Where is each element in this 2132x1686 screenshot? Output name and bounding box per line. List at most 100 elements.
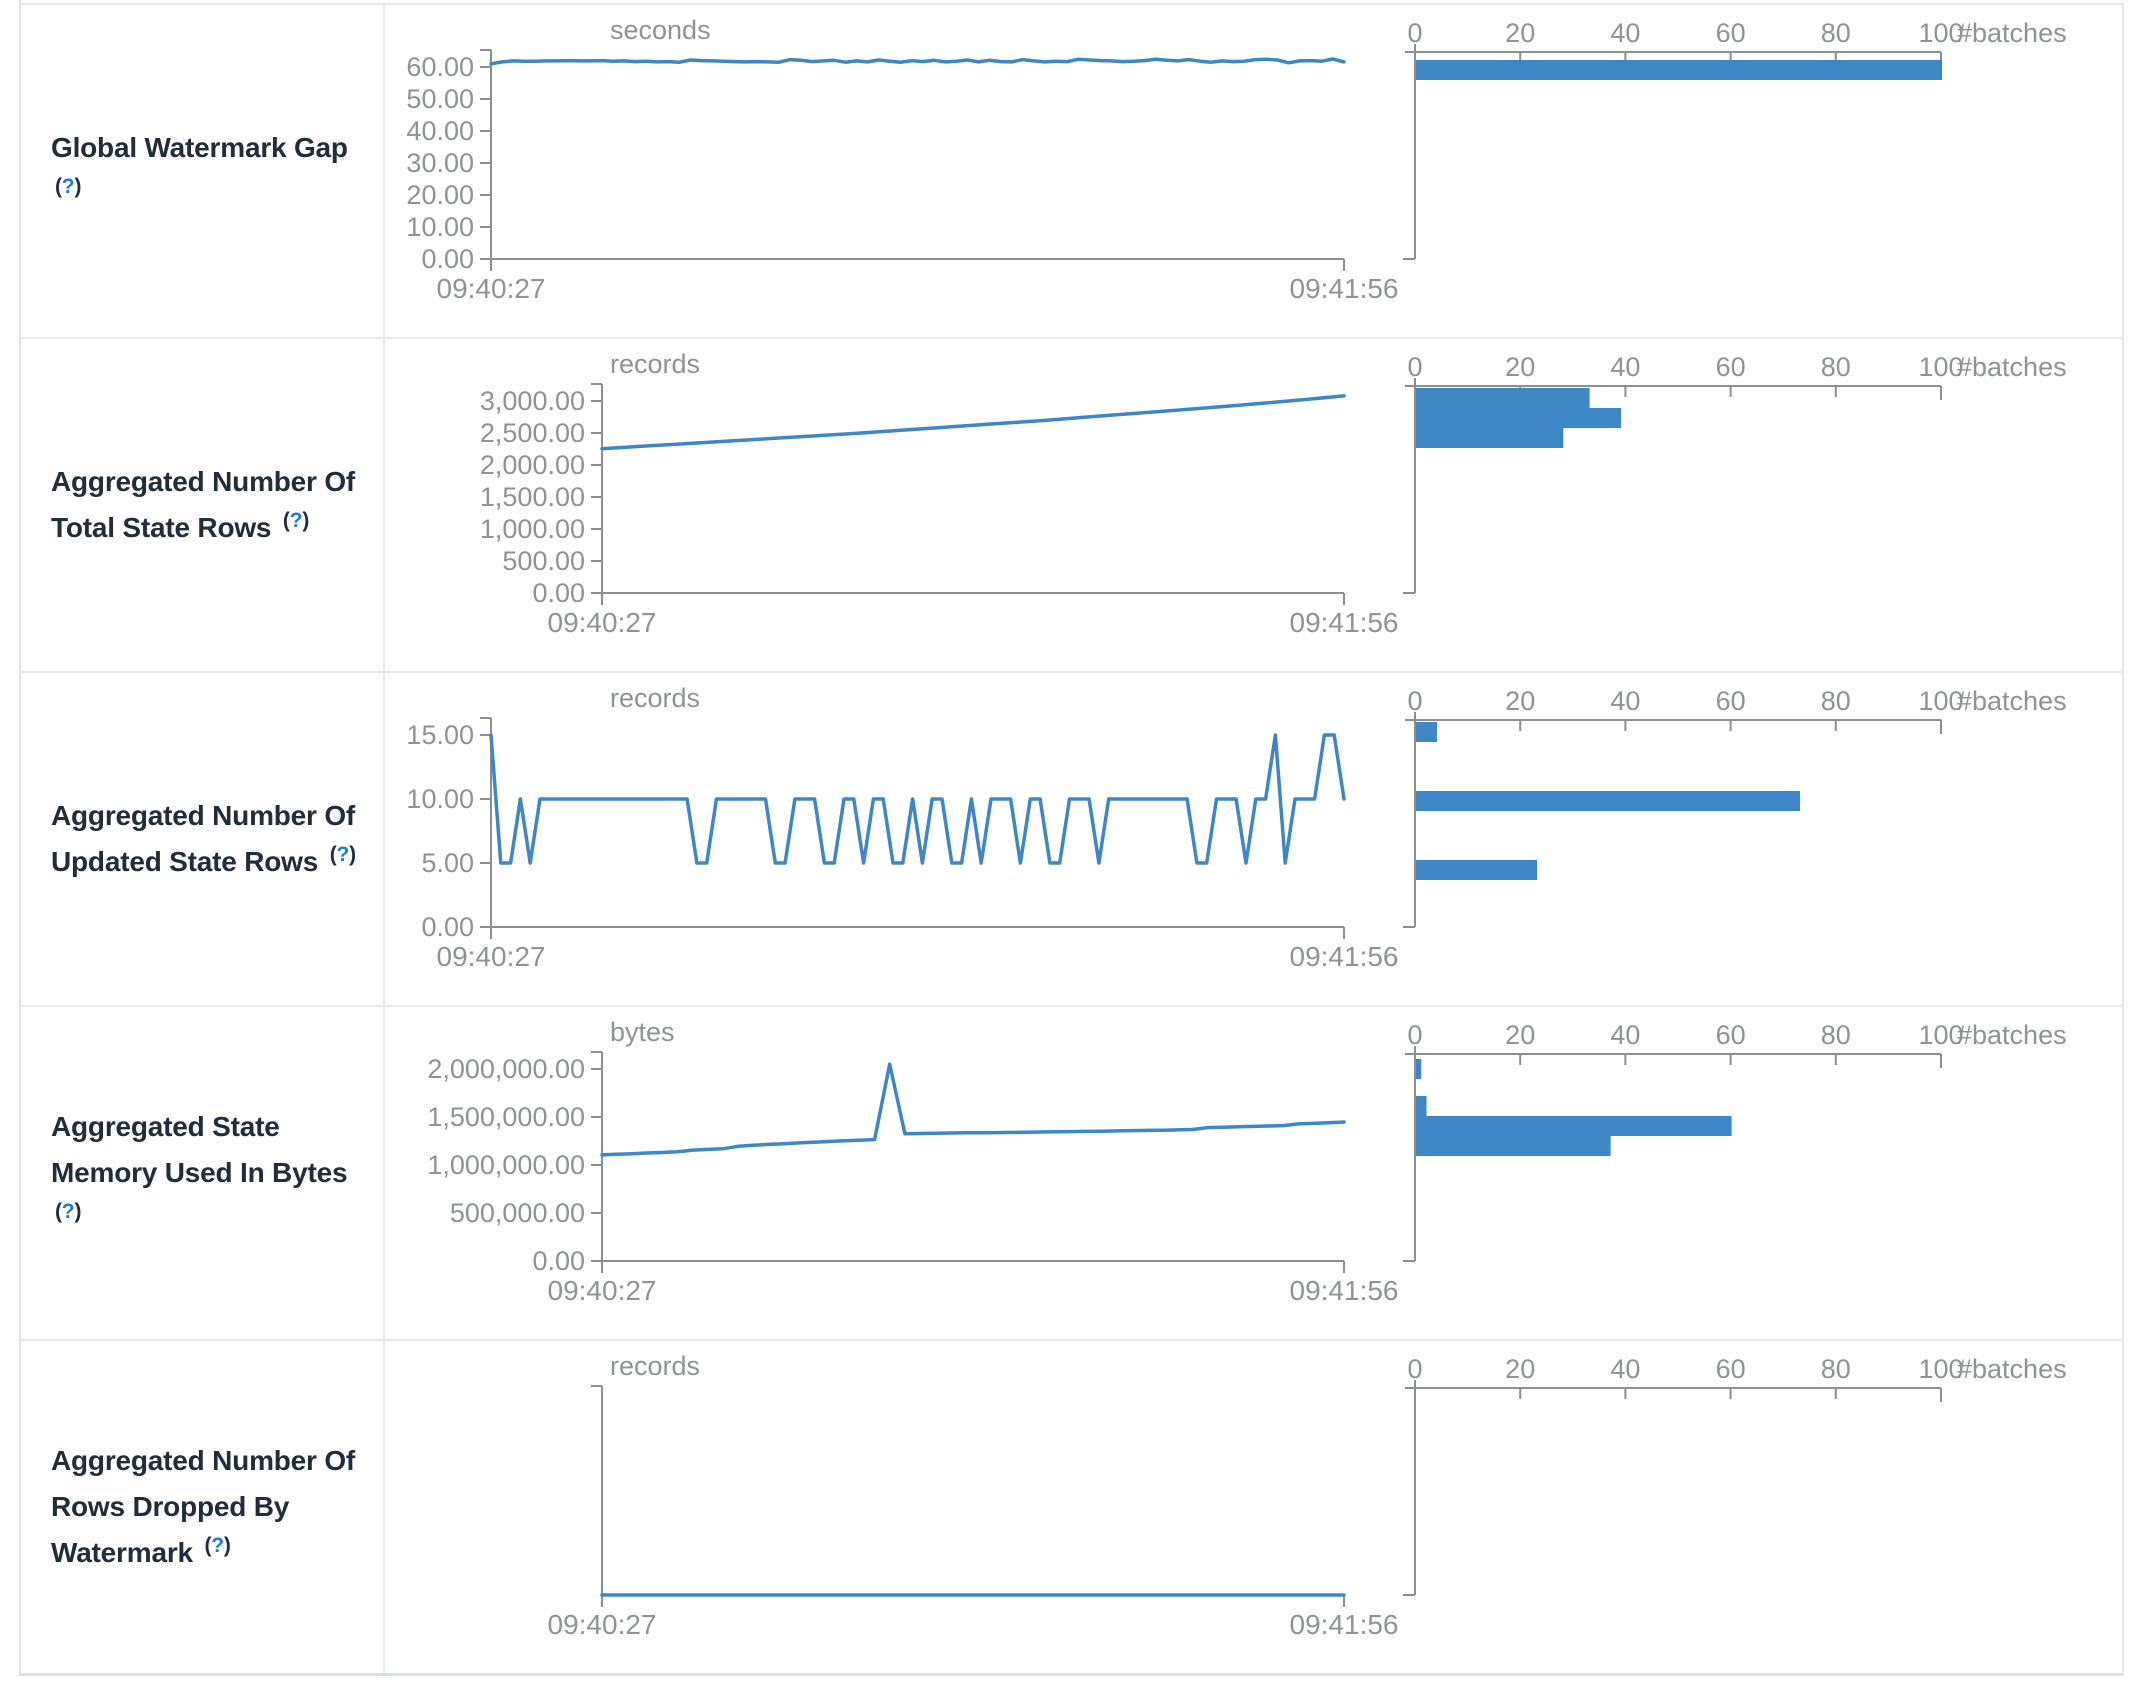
metric-label-cell: Aggregated State Memory Used In Bytes (?… <box>21 1007 385 1339</box>
histogram-x-tick-label: 100 <box>1918 18 1963 48</box>
timeline-end-time-label: 09:41:56 <box>1290 1275 1399 1306</box>
chart-cell: bytes 2,000,000.00 1,500,000.00 1,000,000.0… <box>385 1007 2124 1339</box>
metric-label-wrap: Aggregated Number Of Updated State Rows … <box>51 793 375 885</box>
timeline-y-tick-label: 30.00 <box>406 148 474 178</box>
timeline-start-time-label: 09:40:27 <box>437 273 546 304</box>
help-paren-open: ( <box>282 508 290 532</box>
help-paren-close: ) <box>74 174 82 198</box>
metric-label-cell: Aggregated Number Of Updated State Rows … <box>21 673 385 1005</box>
help-question-icon: ? <box>289 508 303 532</box>
metric-label-cell: Aggregated Number Of Total State Rows (?… <box>21 339 385 671</box>
histogram-x-tick-label: 0 <box>1407 686 1422 716</box>
metric-charts-svg: records3,000.002,500.002,000.001,500.001… <box>480 349 2067 638</box>
histogram-x-tick-label: 60 <box>1716 18 1746 48</box>
histogram-x-tick-label: 100 <box>1918 352 1963 382</box>
help-paren-open: ( <box>55 174 62 198</box>
histogram-x-tick-label: 20 <box>1505 18 1535 48</box>
table-left-border <box>19 0 21 3</box>
timeline-unit-label: bytes <box>610 1017 675 1047</box>
histogram-bar <box>1416 408 1622 428</box>
histogram-bar <box>1416 388 1590 408</box>
histogram-x-tick-label: 100 <box>1918 1020 1963 1050</box>
timeline-y-tick-label: 2,000.00 <box>480 450 585 480</box>
histogram-bar <box>1416 1096 1427 1116</box>
timeline-line <box>600 1062 1346 1157</box>
timeline-y-tick-label: 20.00 <box>406 180 474 210</box>
timeline-end-time-label: 09:41:56 <box>1290 273 1399 304</box>
timeline-y-tick-label: 10.00 <box>406 212 474 242</box>
metric-row: Aggregated Number Of Rows Dropped By Wat… <box>21 1339 2122 1673</box>
metrics-table: Global Watermark Gap (?) seconds 60.00 50.… <box>19 3 2124 1676</box>
histogram-x-tick-label: 80 <box>1821 18 1851 48</box>
timeline-end-time-label: 09:41:56 <box>1290 607 1399 638</box>
metric-label-cell: Aggregated Number Of Rows Dropped By Wat… <box>21 1341 385 1673</box>
histogram-unit-label: #batches <box>1957 1354 2067 1384</box>
timeline-unit-label: records <box>610 349 700 379</box>
histogram-x-tick-label: 20 <box>1505 686 1535 716</box>
histogram-x-tick-label: 100 <box>1918 686 1963 716</box>
help-tooltip-link[interactable]: (?) <box>283 509 309 532</box>
histogram-bar <box>1416 428 1564 448</box>
timeline-end-time-label: 09:41:56 <box>1290 941 1399 972</box>
histogram-x-tick-label: 40 <box>1610 1354 1640 1384</box>
help-paren-open: ( <box>329 842 337 866</box>
timeline-unit-label: seconds <box>610 15 711 45</box>
histogram-x-tick-label: 0 <box>1407 352 1422 382</box>
timeline-y-tick-label: 1,000,000.00 <box>427 1150 585 1180</box>
help-question-icon: ? <box>336 842 350 866</box>
metric-label-wrap: Aggregated Number Of Total State Rows (?… <box>51 459 375 551</box>
metric-label: Aggregated Number Of Rows Dropped By Wat… <box>51 1445 356 1568</box>
histogram-unit-label: #batches <box>1957 352 2067 382</box>
histogram-x-tick-label: 60 <box>1716 1020 1746 1050</box>
histogram-x-tick-label: 20 <box>1505 1354 1535 1384</box>
chart-cell: seconds 60.00 50.00 40.00 30.00 20.00 10.00 0.0… <box>385 5 2124 337</box>
chart-cell: records 09:40:27 09:41:56 0 20 40 60 80 100 #batc… <box>385 1341 2124 1673</box>
histogram-x-tick-label: 40 <box>1610 686 1640 716</box>
histogram-x-tick-label: 0 <box>1407 1020 1422 1050</box>
histogram-x-tick-label: 100 <box>1918 1354 1963 1384</box>
timeline-y-tick-label: 40.00 <box>406 116 474 146</box>
timeline-y-tick-label: 500.00 <box>502 546 585 576</box>
help-tooltip-link[interactable]: (?) <box>330 843 356 866</box>
histogram-unit-label: #batches <box>1957 18 2067 48</box>
timeline-y-tick-label: 50.00 <box>406 84 474 114</box>
help-question-icon: ? <box>61 174 75 198</box>
timeline-start-time-label: 09:40:27 <box>437 941 546 972</box>
help-tooltip-link[interactable]: (?) <box>55 1200 81 1223</box>
timeline-y-tick-label: 60.00 <box>406 52 474 82</box>
histogram-x-tick-label: 40 <box>1610 352 1640 382</box>
histogram-bar <box>1416 791 1800 811</box>
timeline-y-tick-label: 500,000.00 <box>450 1198 585 1228</box>
help-tooltip-link[interactable]: (?) <box>204 1534 230 1557</box>
chart-cell: records 15.00 10.00 5.00 0.00 09:40:27 09:41:5… <box>385 673 2124 1005</box>
histogram-x-tick-label: 60 <box>1716 352 1746 382</box>
timeline-y-tick-label: 3,000.00 <box>480 386 585 416</box>
metric-label: Aggregated Number Of Updated State Rows <box>51 800 356 877</box>
histogram-x-tick-label: 80 <box>1821 352 1851 382</box>
histogram-x-tick-label: 80 <box>1821 1354 1851 1384</box>
metric-label-wrap: Aggregated State Memory Used In Bytes (?… <box>51 1104 375 1242</box>
timeline-y-tick-label: 15.00 <box>406 720 474 750</box>
help-paren-close: ) <box>302 508 310 532</box>
timeline-y-tick-label: 2,500.00 <box>480 418 585 448</box>
metric-label: Aggregated State Memory Used In Bytes <box>51 1111 348 1188</box>
timeline-start-time-label: 09:40:27 <box>548 607 657 638</box>
metric-label: Global Watermark Gap <box>51 132 348 163</box>
histogram-x-tick-label: 60 <box>1716 686 1746 716</box>
metric-label-wrap: Global Watermark Gap (?) <box>51 125 375 217</box>
histogram-x-tick-label: 20 <box>1505 1020 1535 1050</box>
timeline-unit-label: records <box>610 1351 700 1381</box>
help-paren-close: ) <box>223 1533 231 1557</box>
timeline-end-time-label: 09:41:56 <box>1290 1609 1399 1640</box>
help-tooltip-link[interactable]: (?) <box>55 175 81 198</box>
metric-label: Aggregated Number Of Total State Rows <box>51 466 356 543</box>
timeline-line <box>600 394 1346 451</box>
histogram-bar <box>1416 1059 1422 1079</box>
help-paren-open: ( <box>204 1533 212 1557</box>
metric-label-wrap: Aggregated Number Of Rows Dropped By Wat… <box>51 1438 375 1576</box>
histogram-x-tick-label: 40 <box>1610 1020 1640 1050</box>
metric-row: Aggregated Number Of Updated State Rows … <box>21 671 2122 1005</box>
timeline-start-time-label: 09:40:27 <box>548 1609 657 1640</box>
timeline-y-tick-label: 1,000.00 <box>480 514 585 544</box>
